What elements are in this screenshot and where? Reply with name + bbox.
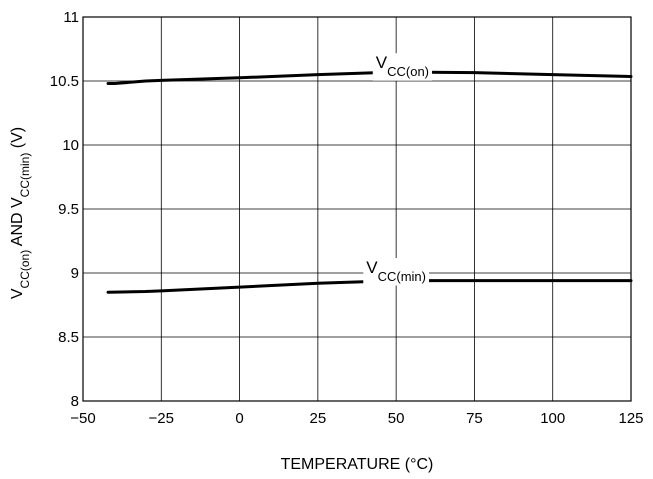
y-tick-label: 8 [71, 393, 79, 410]
x-tick-label: 25 [310, 410, 327, 427]
y-tick-label: 10 [62, 137, 79, 154]
series-line [106, 70, 633, 86]
x-tick-label: −50 [70, 410, 95, 427]
y-tick-label: 11 [63, 9, 79, 26]
series-label-main: V [376, 53, 388, 72]
series-label: VCC(on) [376, 53, 429, 79]
y-axis-title-subscript: CC(min) [18, 153, 32, 198]
y-axis-title: VCC(on) AND VCC(min) (V) [9, 127, 32, 299]
series-line [106, 279, 633, 294]
series-layer: VCC(on)VCC(min) [106, 53, 633, 294]
x-tick-label: 100 [540, 410, 565, 427]
y-tick-label: 9.5 [58, 201, 79, 218]
series-label-subscript: CC(min) [378, 269, 426, 284]
series-label-main: V [366, 258, 378, 277]
series-label-subscript: CC(on) [387, 64, 429, 79]
series-label-background [363, 258, 430, 286]
series-label-background [372, 53, 433, 81]
x-tick-label: 75 [466, 410, 483, 427]
y-tick-label: 8.5 [58, 329, 79, 346]
x-tick-label: −25 [149, 410, 174, 427]
y-axis-title-part: (V) [9, 127, 26, 153]
y-tick-labels: 8 8.5 9 9.5 10 10.5 11 [50, 9, 79, 410]
series-1: VCC(on) [106, 53, 633, 86]
x-tick-labels: −50 −25 0 25 50 75 100 125 [70, 410, 643, 427]
grid [82, 16, 632, 402]
plot-frame [82, 16, 632, 402]
y-axis-title-part: AND V [9, 197, 26, 250]
y-axis-title-subscript: CC(on) [18, 250, 32, 289]
series-2: VCC(min) [106, 258, 633, 294]
x-tick-label: 50 [388, 410, 405, 427]
y-axis-title-part: V [9, 288, 26, 299]
series-label: VCC(min) [366, 258, 426, 284]
y-tick-label: 9 [71, 265, 79, 282]
x-axis-title: TEMPERATURE (°C) [281, 456, 434, 473]
x-tick-label: 0 [235, 410, 243, 427]
y-tick-label: 10.5 [50, 73, 79, 90]
x-tick-label: 125 [618, 410, 643, 427]
